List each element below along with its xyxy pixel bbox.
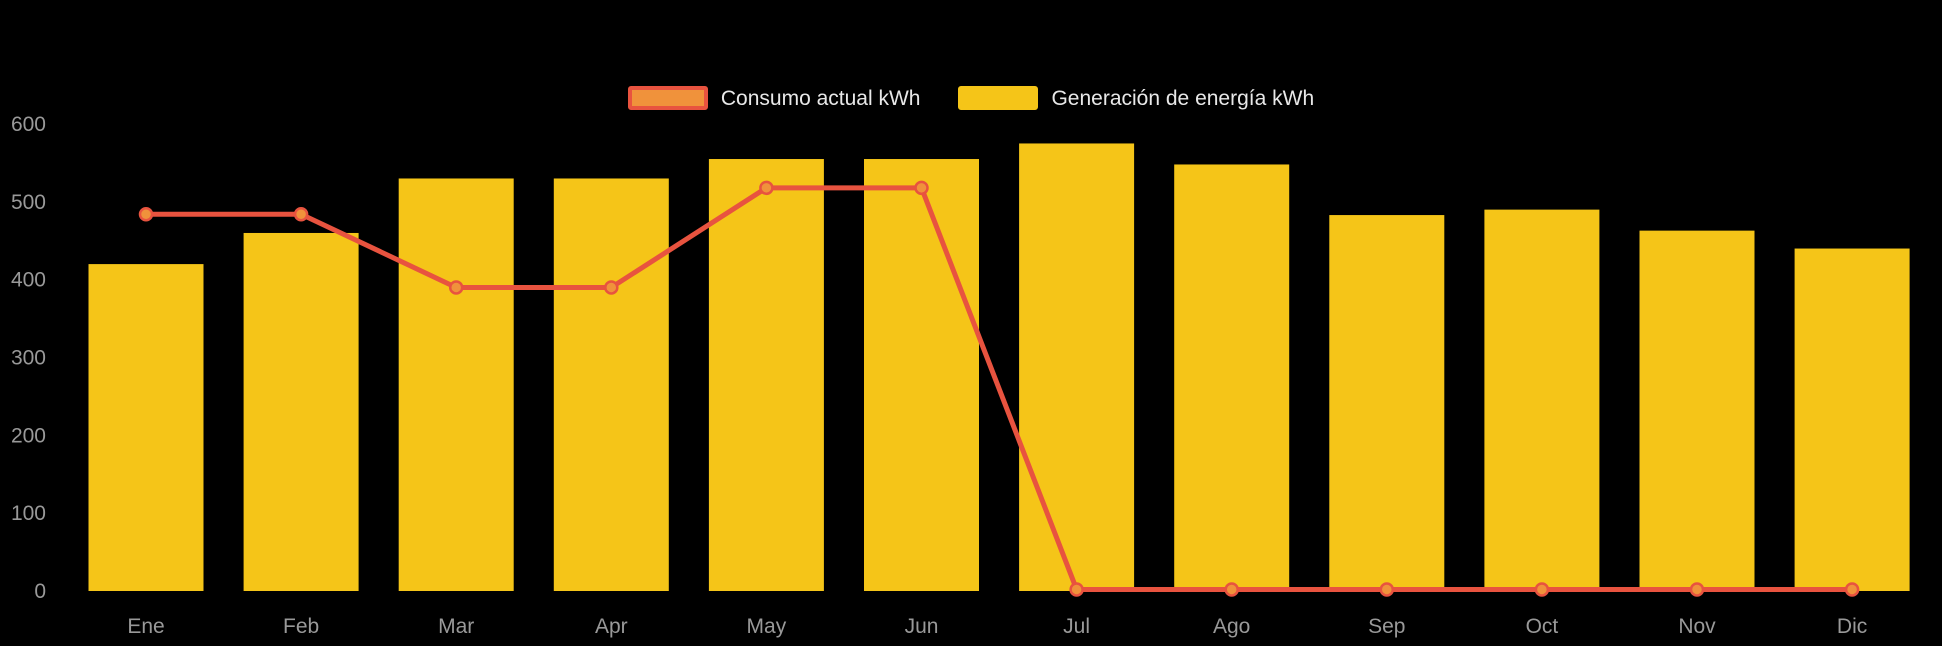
x-tick-label: Feb [283,615,319,638]
consumption-point-jun[interactable] [914,180,929,196]
x-tick-label: May [747,615,787,638]
x-tick-label: Jul [1063,615,1090,638]
generation-bar-feb[interactable] [243,232,359,591]
consumption-point-ago[interactable] [1224,582,1239,597]
consumption-point-feb[interactable] [293,207,309,222]
generation-bar-mar[interactable] [398,178,514,591]
generation-bar-jul[interactable] [1019,143,1135,592]
x-tick-label: Nov [1678,615,1716,638]
consumption-point-oct[interactable] [1534,582,1550,597]
x-tick-label: Oct [1526,615,1559,638]
y-tick-label: 0 [34,580,46,603]
x-tick-label: Mar [438,615,474,638]
consumption-line [143,185,1855,592]
legend-swatch-generacion-icon [958,86,1039,110]
consumption-point-sep[interactable] [1379,582,1395,597]
x-tick-label: Jun [905,615,939,638]
generation-bar-ene[interactable] [88,264,204,591]
consumption-point-mar[interactable] [448,280,464,295]
x-tick-label: Dic [1837,615,1867,638]
consumption-point-may[interactable] [759,180,774,196]
chart-legend: Consumo actual kWh Generación de energía… [0,86,1942,110]
generation-bar-apr[interactable] [553,178,669,591]
consumption-point-dic[interactable] [1844,582,1860,597]
legend-label-consumo: Consumo actual kWh [720,86,921,110]
y-tick-label: 200 [11,424,46,447]
y-tick-label: 100 [11,502,46,525]
x-tick-label: Ene [127,615,164,638]
generation-bar-nov[interactable] [1639,230,1755,592]
y-tick-label: 600 [11,113,46,136]
legend-swatch-consumo-icon [627,86,708,110]
x-tick-label: Ago [1213,615,1250,638]
x-tick-label: Sep [1368,615,1405,638]
consumption-point-ene[interactable] [138,207,154,222]
generation-bar-sep[interactable] [1329,215,1445,591]
generation-bar-oct[interactable] [1484,209,1600,591]
generation-bar-may[interactable] [708,159,824,591]
consumption-point-jul[interactable] [1069,582,1084,597]
generation-bar-dic[interactable] [1794,248,1910,592]
legend-item-consumo[interactable]: Consumo actual kWh [627,86,921,110]
y-tick-label: 500 [11,191,46,214]
y-tick-label: 300 [11,347,46,370]
y-tick-label: 400 [11,269,46,292]
consumption-point-nov[interactable] [1689,582,1705,597]
x-tick-label: Apr [595,615,628,638]
generation-bar-jun[interactable] [864,159,979,591]
generation-bar-ago[interactable] [1174,164,1290,591]
legend-item-generacion[interactable]: Generación de energía kWh [958,86,1314,110]
consumption-point-apr[interactable] [604,280,619,295]
legend-label-generacion: Generación de energía kWh [1051,86,1315,110]
